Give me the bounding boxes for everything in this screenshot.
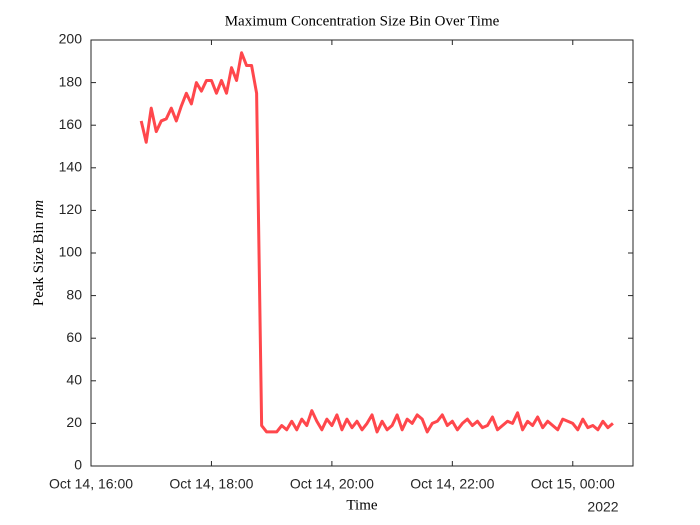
y-tick-label: 180	[59, 73, 83, 89]
chart-title: Maximum Concentration Size Bin Over Time	[225, 13, 500, 29]
x-axis-label: Time	[346, 497, 377, 513]
data-line	[139, 51, 614, 434]
y-tick-label: 0	[74, 457, 82, 473]
x-tick-label: Oct 15, 00:00	[531, 476, 615, 492]
x-tick-label: Oct 14, 20:00	[290, 476, 374, 492]
x-tick-label: Oct 14, 22:00	[410, 476, 494, 492]
x-year-label: 2022	[587, 499, 618, 515]
y-axis-label-text: Peak Size Bin	[31, 221, 47, 306]
y-tick-label: 200	[59, 31, 83, 47]
y-axis-label: Peak Size Bin nm	[31, 200, 47, 306]
y-tick-label: 40	[66, 372, 82, 388]
y-tick-label: 80	[66, 286, 82, 302]
y-tick-label: 20	[66, 414, 82, 430]
y-tick-label: 160	[59, 116, 83, 132]
y-tick-label: 60	[66, 329, 82, 345]
y-tick-label: 100	[59, 244, 83, 260]
y-tick-label: 140	[59, 159, 83, 175]
x-tick-label: Oct 14, 18:00	[169, 476, 253, 492]
y-tick-label: 120	[59, 201, 83, 217]
plot-area	[90, 39, 634, 467]
y-axis-unit: nm	[31, 200, 47, 219]
x-tick-label: Oct 14, 16:00	[49, 476, 133, 492]
